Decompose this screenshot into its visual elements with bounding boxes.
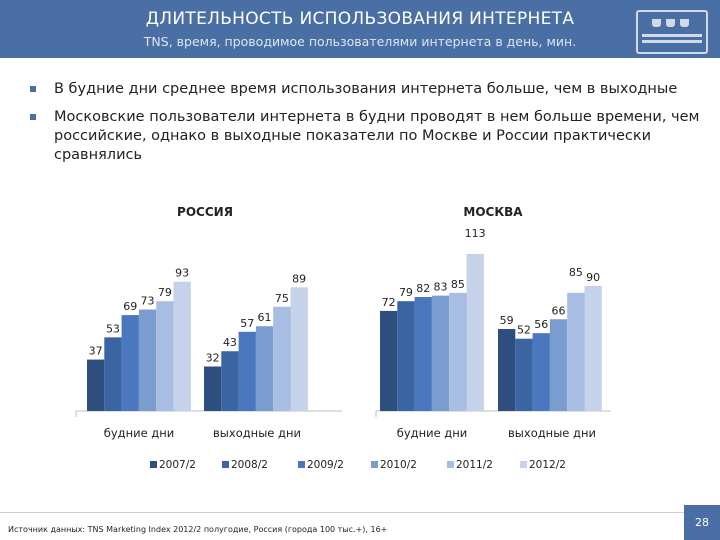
data-label: 73 <box>141 295 155 308</box>
bullet-text: В будние дни среднее время использования… <box>54 81 678 97</box>
bar <box>532 333 550 411</box>
bullet-item: В будние дни среднее время использования… <box>30 80 700 99</box>
data-label: 56 <box>534 318 548 331</box>
bar <box>255 326 274 411</box>
bullet-text: Московские пользователи интернета в будн… <box>54 109 700 163</box>
bullet-marker-icon <box>30 114 36 120</box>
legend-swatch <box>298 461 305 468</box>
bar <box>221 351 239 411</box>
header-bar: ДЛИТЕЛЬНОСТЬ ИСПОЛЬЗОВАНИЯ ИНТЕРНЕТА TNS… <box>0 0 720 58</box>
bar <box>567 292 585 411</box>
legend-label: 2007/2 <box>159 459 196 471</box>
bar <box>466 253 484 411</box>
bar <box>173 281 191 411</box>
tns-logo-icon <box>636 10 708 54</box>
bar <box>87 359 105 411</box>
data-label: 69 <box>123 300 137 313</box>
bar <box>138 309 157 411</box>
data-label: 72 <box>382 296 396 309</box>
data-label: 83 <box>434 281 448 294</box>
data-label: 61 <box>258 311 272 324</box>
bar <box>414 297 432 411</box>
data-label: 57 <box>240 317 254 330</box>
page-number: 28 <box>684 505 720 540</box>
page-title: ДЛИТЕЛЬНОСТЬ ИСПОЛЬЗОВАНИЯ ИНТЕРНЕТА <box>145 9 575 29</box>
bar <box>397 301 415 411</box>
bar <box>121 315 139 411</box>
bar <box>290 287 308 411</box>
bullet-item: Московские пользователи интернета в будн… <box>30 108 700 165</box>
category-label: выходные дни <box>508 426 596 440</box>
category-label: будние дни <box>104 426 175 440</box>
data-label: 53 <box>106 322 120 335</box>
legend-label: 2008/2 <box>231 459 268 471</box>
data-label: 113 <box>465 227 486 240</box>
legend-label: 2009/2 <box>307 459 344 471</box>
bar <box>380 310 398 411</box>
data-label: 59 <box>500 314 514 327</box>
bar <box>549 319 568 411</box>
data-label: 90 <box>586 271 600 284</box>
data-label: 75 <box>275 292 289 305</box>
bar <box>449 292 467 411</box>
legend-swatch <box>371 461 378 468</box>
panel-title: МОСКВА <box>463 205 523 219</box>
data-label: 85 <box>569 266 583 279</box>
data-label: 79 <box>158 286 172 299</box>
category-label: выходные дни <box>213 426 301 440</box>
data-label: 89 <box>292 272 306 285</box>
legend-swatch <box>222 461 229 468</box>
legend-label: 2012/2 <box>529 459 566 471</box>
legend-label: 2010/2 <box>380 459 417 471</box>
legend-swatch <box>447 461 454 468</box>
bar <box>156 301 174 411</box>
data-label: 52 <box>517 324 531 337</box>
source-note: Источник данных: TNS Marketing Index 201… <box>8 525 388 534</box>
data-label: 93 <box>175 267 189 280</box>
data-label: 85 <box>451 278 465 291</box>
legend-swatch <box>520 461 527 468</box>
bar <box>104 337 122 411</box>
bar <box>204 366 222 411</box>
bullet-list: В будние дни среднее время использования… <box>30 80 700 174</box>
bar <box>515 338 533 411</box>
data-label: 43 <box>223 336 237 349</box>
legend-swatch <box>150 461 157 468</box>
category-label: будние дни <box>397 426 468 440</box>
legend-label: 2011/2 <box>456 459 493 471</box>
bar <box>584 285 602 411</box>
footer-divider <box>0 512 720 513</box>
data-label: 32 <box>206 352 220 365</box>
data-label: 37 <box>89 345 103 358</box>
data-label: 82 <box>416 282 430 295</box>
data-label: 66 <box>552 304 566 317</box>
panel-title: РОССИЯ <box>177 205 233 219</box>
data-label: 79 <box>399 286 413 299</box>
bar <box>431 295 450 411</box>
bar <box>498 328 516 411</box>
bar <box>238 331 256 411</box>
bar <box>273 306 291 411</box>
bullet-marker-icon <box>30 86 36 92</box>
page-subtitle: TNS, время, проводимое пользователями ин… <box>143 34 577 49</box>
